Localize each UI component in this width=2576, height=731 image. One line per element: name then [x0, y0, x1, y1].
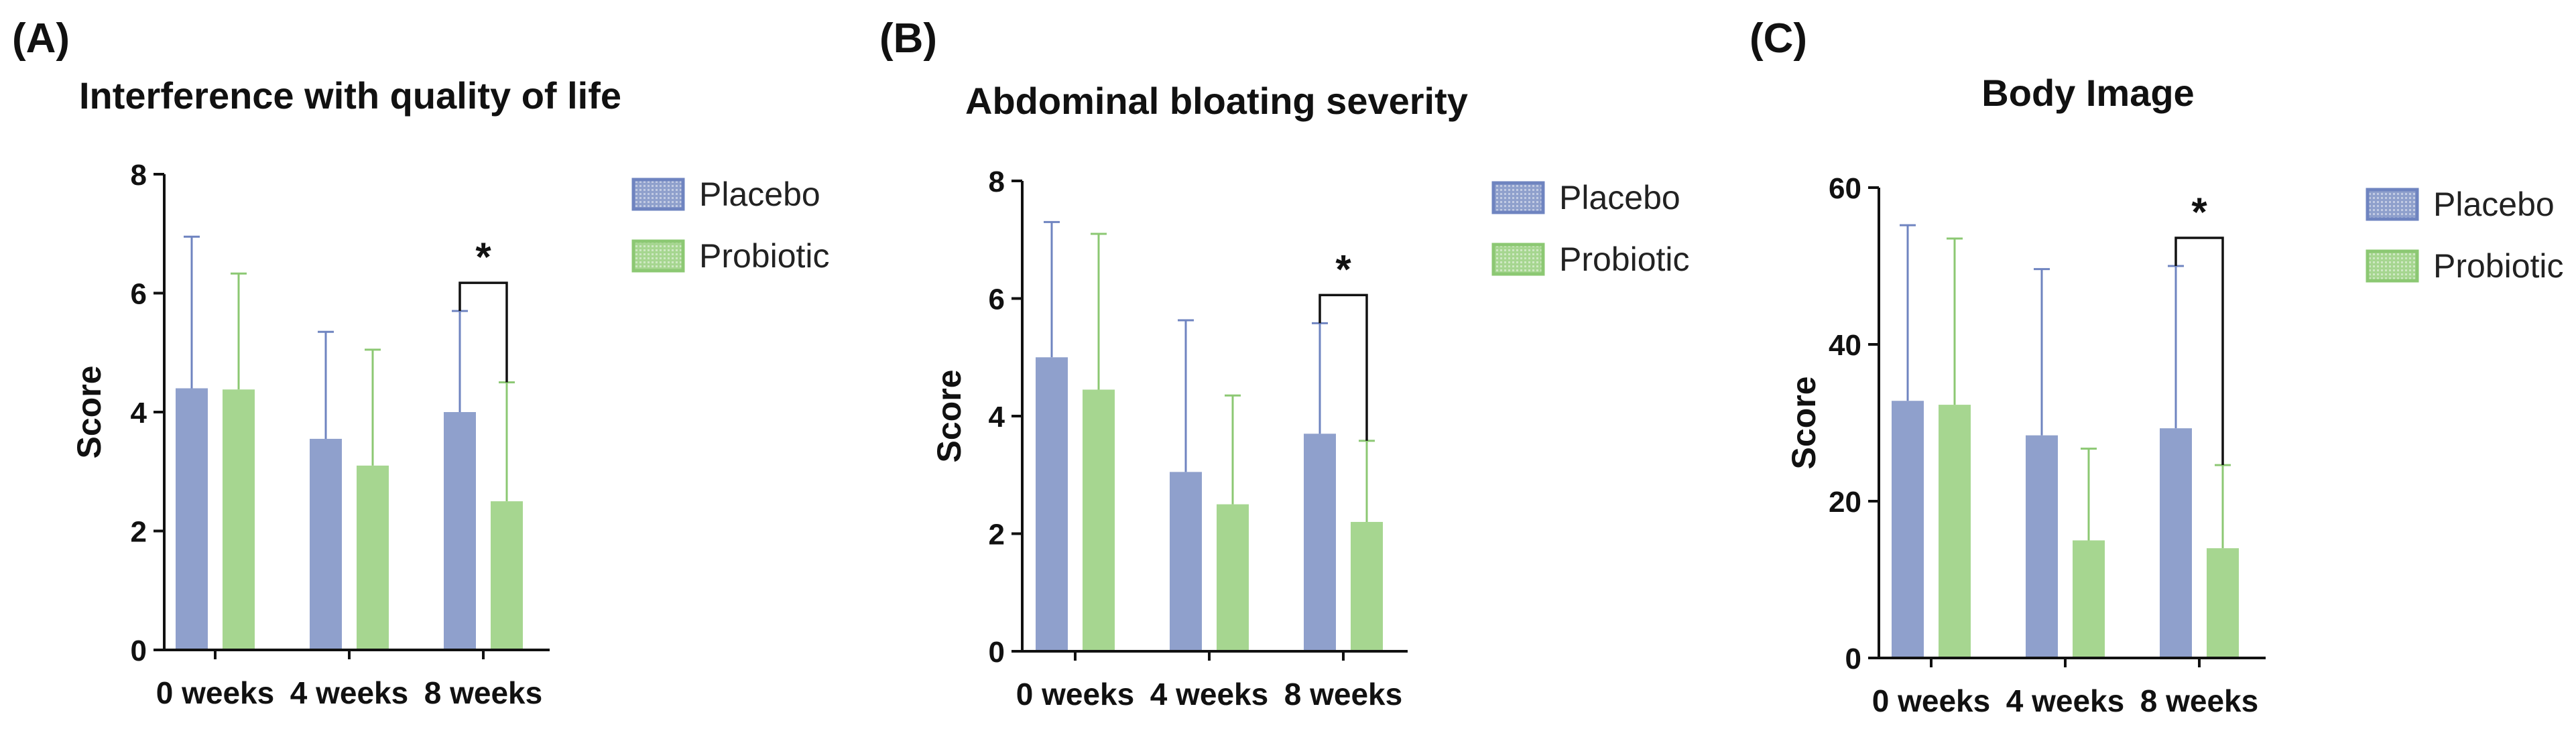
- y-tick-label: 4: [989, 401, 1005, 434]
- bar-probiotic-4-weeks: [1217, 504, 1249, 651]
- significance-bracket: [2174, 237, 2224, 466]
- legend-label-placebo: Placebo: [2433, 186, 2555, 223]
- legend-label-probiotic: Probiotic: [1559, 241, 1690, 278]
- bar-probiotic-8-weeks: [491, 501, 523, 650]
- y-tick-label: 6: [131, 278, 147, 311]
- x-tick-label: 0 weeks: [1872, 683, 1990, 718]
- bar-placebo-4-weeks: [2026, 435, 2058, 658]
- chart-panel-2: (B) Abdominal bloating severity Score 0 wee…: [879, 15, 1690, 712]
- bar-placebo-4-weeks: [1170, 472, 1202, 651]
- legend-label-probiotic: Probiotic: [2433, 247, 2564, 285]
- bar-probiotic-0-weeks: [1083, 389, 1115, 651]
- bar-placebo-0-weeks: [1036, 357, 1068, 651]
- bar-placebo-8-weeks: [2160, 428, 2192, 658]
- bar-probiotic-4-weeks: [2073, 540, 2105, 658]
- bar-placebo-0-weeks: [1892, 401, 1924, 658]
- x-tick-label: 4 weeks: [290, 675, 408, 710]
- bar-probiotic-4-weeks: [357, 465, 389, 650]
- bar-probiotic-0-weeks: [223, 389, 255, 650]
- legend-swatch-probiotic: [2366, 249, 2419, 283]
- legend-swatch-probiotic: [1491, 243, 1545, 276]
- x-tick-label: 8 weeks: [424, 675, 542, 710]
- bar-placebo-8-weeks: [444, 412, 476, 650]
- legend-label-placebo: Placebo: [1559, 179, 1680, 216]
- y-axis-label: Score: [70, 366, 108, 459]
- bar-probiotic-8-weeks: [1351, 521, 1383, 651]
- x-tick-label: 4 weeks: [1150, 677, 1268, 712]
- x-tick-label: 0 weeks: [1016, 677, 1134, 712]
- bar-probiotic-0-weeks: [1939, 405, 1971, 658]
- y-tick-label: 40: [1829, 329, 1861, 362]
- y-tick-label: 8: [131, 159, 147, 192]
- panel-letter: (A): [12, 15, 70, 62]
- legend-swatch-placebo: [1491, 181, 1545, 214]
- bar-placebo-0-weeks: [176, 388, 208, 650]
- y-tick-label: 8: [989, 165, 1005, 198]
- legend-label-probiotic: Probiotic: [699, 237, 830, 275]
- bar-probiotic-8-weeks: [2207, 548, 2239, 658]
- chart-panel-1: (A)Interference with quality of life Scor…: [12, 15, 830, 710]
- y-tick-label: 6: [989, 283, 1005, 316]
- panel-letter: (C): [1750, 15, 1807, 62]
- chart-title: Body Image: [1981, 72, 2194, 114]
- significance-bracket: [458, 281, 508, 383]
- chart-title: Abdominal bloating severity: [965, 80, 1468, 122]
- y-axis-label: Score: [1785, 377, 1823, 470]
- bar-placebo-4-weeks: [310, 438, 342, 650]
- significance-star: *: [2191, 190, 2207, 235]
- chart-title: Interference with quality of life: [79, 74, 621, 117]
- significance-star: *: [475, 235, 491, 279]
- chart-panel-3: (C) Body Image Score 0 weeks 4 weeks 8 weeks 0…: [1750, 15, 2564, 718]
- panel-letter: (B): [879, 15, 937, 62]
- x-tick-label: 0 weeks: [156, 675, 274, 710]
- y-tick-label: 2: [131, 516, 147, 549]
- bar-placebo-8-weeks: [1304, 434, 1336, 651]
- y-tick-label: 0: [989, 636, 1005, 669]
- legend-label-placebo: Placebo: [699, 176, 820, 213]
- x-tick-label: 8 weeks: [2140, 683, 2258, 718]
- y-tick-label: 0: [1845, 643, 1861, 675]
- legend-swatch-placebo: [631, 178, 685, 211]
- y-tick-label: 2: [989, 519, 1005, 551]
- y-tick-label: 4: [131, 397, 147, 429]
- y-tick-label: 20: [1829, 486, 1861, 519]
- x-tick-label: 4 weeks: [2006, 683, 2124, 718]
- significance-bracket: [1318, 293, 1368, 441]
- y-tick-label: 0: [131, 635, 147, 667]
- x-tick-label: 8 weeks: [1284, 677, 1402, 712]
- legend-swatch-probiotic: [631, 239, 685, 273]
- significance-star: *: [1335, 247, 1351, 291]
- y-tick-label: 60: [1829, 172, 1861, 205]
- legend-swatch-placebo: [2366, 188, 2419, 221]
- y-axis-label: Score: [930, 370, 968, 463]
